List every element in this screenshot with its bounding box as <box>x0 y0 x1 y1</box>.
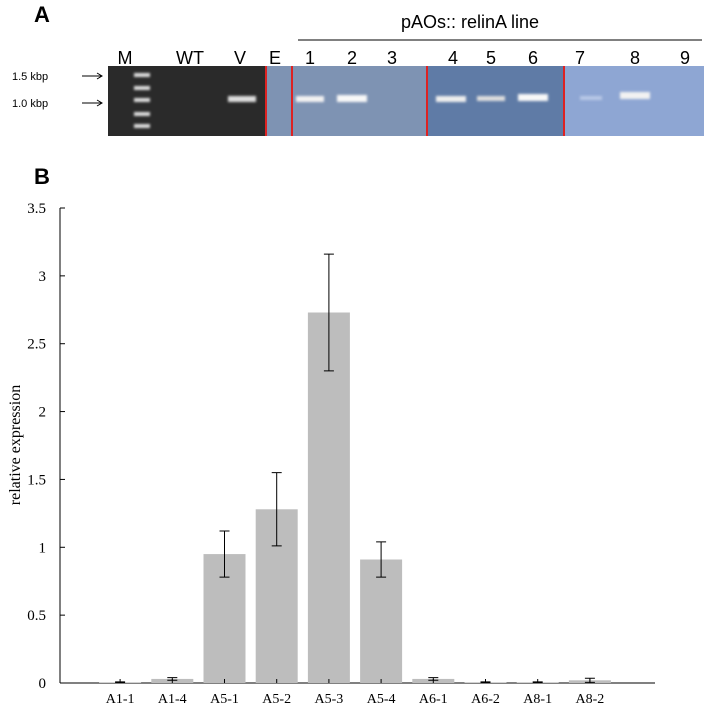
construct-label: pAOs:: relinA line <box>401 12 539 32</box>
lane-label: WT <box>176 48 204 68</box>
error-bar <box>323 253 334 372</box>
x-tick-label: A8-2 <box>576 692 605 707</box>
lane-label: V <box>234 48 246 68</box>
marker-arrow <box>82 72 103 107</box>
y-tick-label: 0 <box>39 676 47 692</box>
error-bar <box>271 472 282 547</box>
x-tick-label: A1-4 <box>158 692 187 707</box>
gel-image <box>108 66 704 136</box>
error-bar <box>219 530 230 578</box>
x-tick-label: A5-2 <box>262 692 291 707</box>
x-tick-label: A5-3 <box>315 692 344 707</box>
y-tick-label: 0.5 <box>27 608 46 624</box>
lane-label: 6 <box>528 48 538 68</box>
y-tick-label: 3 <box>39 269 47 285</box>
y-tick-label: 2.5 <box>27 337 46 353</box>
bar <box>360 559 403 683</box>
lane-label: 5 <box>486 48 496 68</box>
x-tick-label: A1-1 <box>106 692 135 707</box>
size-marker: 1.0 kbp <box>12 98 48 110</box>
y-tick-label: 3.5 <box>27 201 46 217</box>
y-tick-label: 1 <box>39 540 47 556</box>
lane-label: 3 <box>387 48 397 68</box>
lane-label: 7 <box>575 48 585 68</box>
lane-label: 4 <box>448 48 458 68</box>
lane-label: 9 <box>680 48 690 68</box>
x-tick-label: A6-1 <box>419 692 448 707</box>
y-tick-label: 1.5 <box>27 472 46 488</box>
panel-label: B <box>34 164 50 189</box>
x-tick-label: A6-2 <box>471 692 500 707</box>
y-tick-label: 2 <box>39 405 47 421</box>
lane-label: E <box>269 48 281 68</box>
x-tick-label: A5-1 <box>210 692 239 707</box>
error-bar <box>376 541 387 578</box>
size-marker: 1.5 kbp <box>12 71 48 83</box>
panel-label: A <box>34 2 50 27</box>
x-tick-label: A5-4 <box>367 692 396 707</box>
lane-label: 2 <box>347 48 357 68</box>
lane-label: 8 <box>630 48 640 68</box>
x-tick-label: A8-1 <box>523 692 552 707</box>
bar <box>307 312 350 683</box>
y-axis-label: relative expression <box>7 385 24 505</box>
lane-label: 1 <box>305 48 315 68</box>
lane-label: M <box>118 48 133 68</box>
